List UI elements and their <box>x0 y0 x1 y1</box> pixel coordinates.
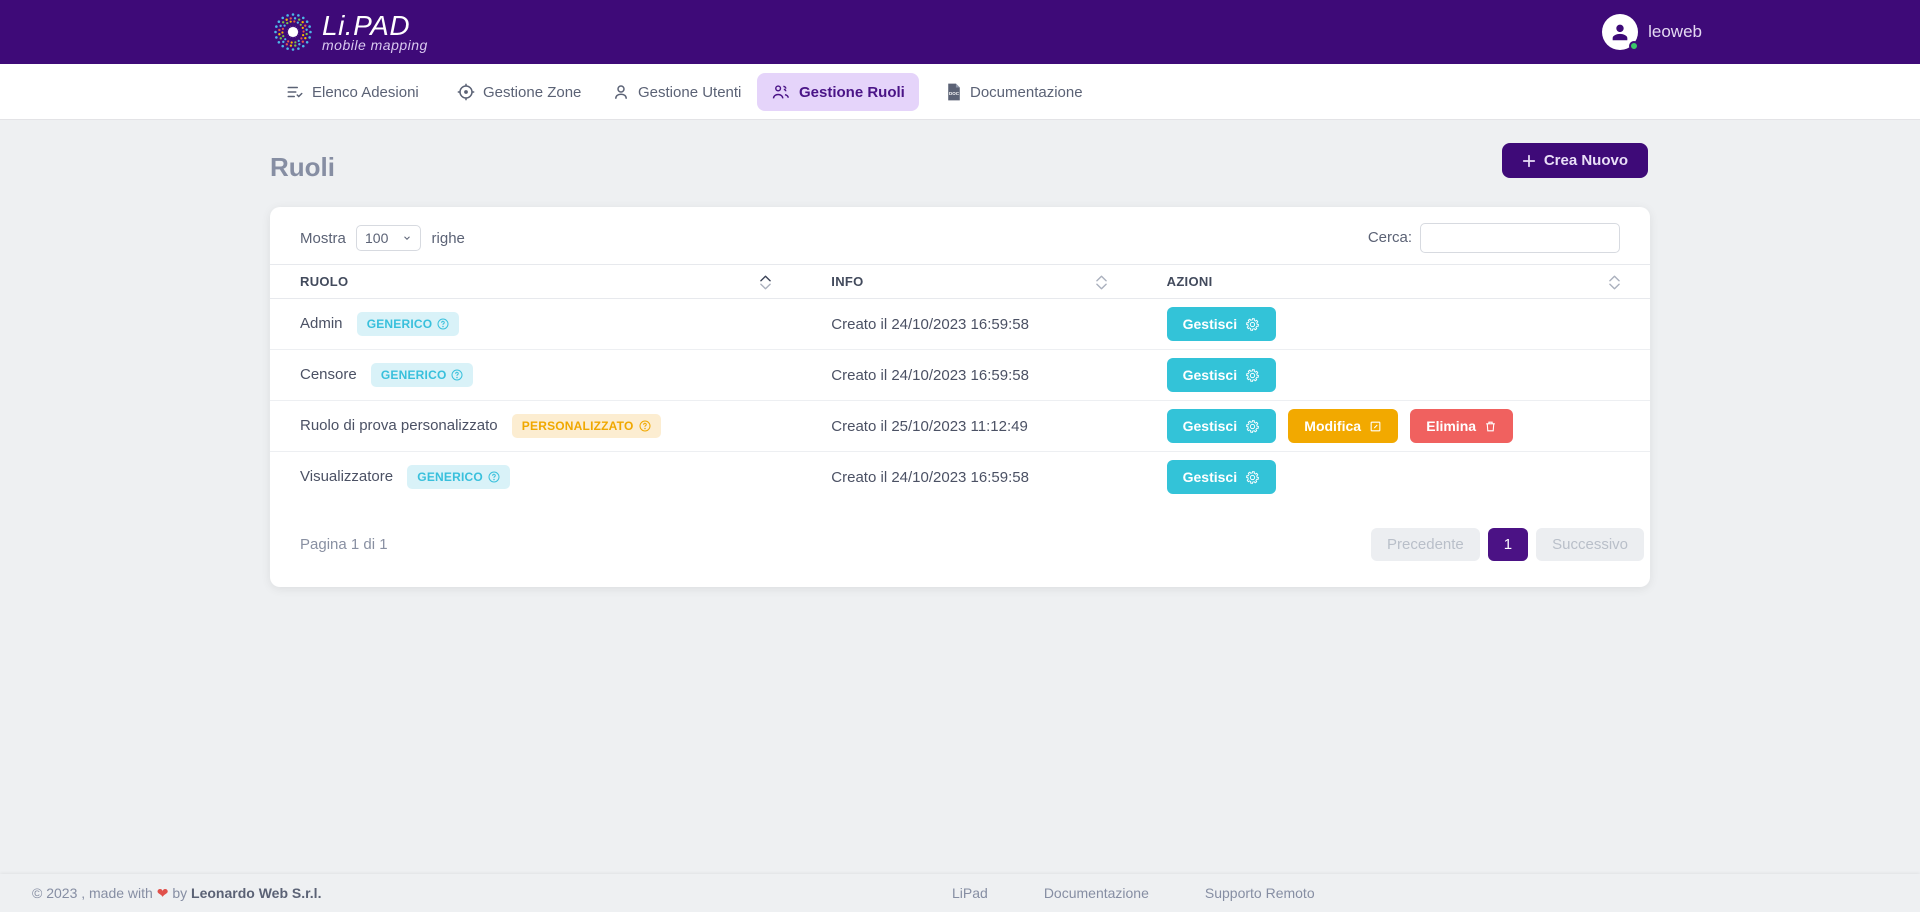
svg-text:DOC: DOC <box>949 91 960 96</box>
